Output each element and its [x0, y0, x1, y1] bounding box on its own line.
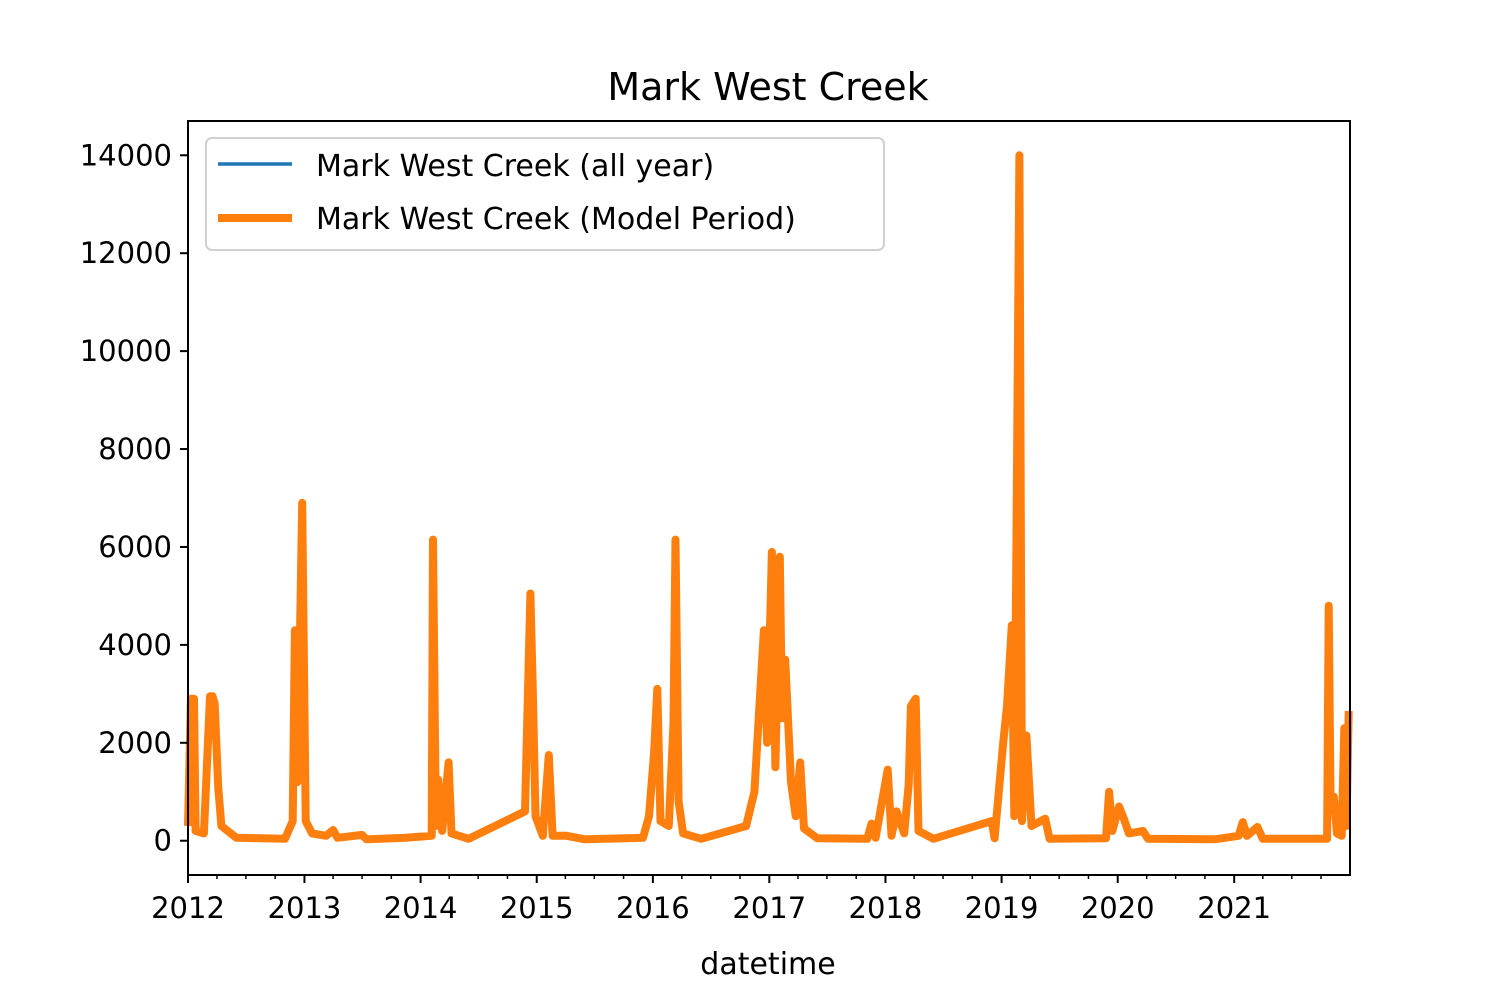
y-tick-label: 0	[154, 824, 172, 858]
x-tick-label: 2014	[384, 891, 458, 925]
legend-label-all-year: Mark West Creek (all year)	[316, 149, 714, 184]
plot-frame	[187, 120, 1351, 876]
legend-label-model-period: Mark West Creek (Model Period)	[316, 202, 796, 237]
x-tick-label: 2015	[500, 891, 574, 925]
x-tick-label: 2021	[1197, 891, 1271, 925]
x-tick-label: 2020	[1081, 891, 1155, 925]
y-tick-label: 2000	[98, 726, 172, 760]
axes-group: 0 2000 4000 6000 8000 10000 12000 14000 2012 2013…	[80, 138, 1322, 925]
y-tick-label: 4000	[98, 628, 172, 662]
y-tick-label: 12000	[80, 236, 172, 270]
x-tick-label: 2013	[268, 891, 342, 925]
x-tick-label: 2019	[965, 891, 1039, 925]
x-tick-label: 2016	[616, 891, 690, 925]
y-tick-label: 10000	[80, 334, 172, 368]
chart-title: Mark West Creek	[607, 65, 928, 109]
plot-series-group	[184, 151, 1353, 844]
y-tick-label: 14000	[80, 138, 172, 172]
y-tick-label: 8000	[98, 432, 172, 466]
x-tick-label: 2018	[849, 891, 923, 925]
legend: Mark West Creek (all year) Mark West Cre…	[205, 137, 885, 251]
series-line-model-period	[184, 151, 1353, 844]
x-tick-label: 2017	[732, 891, 806, 925]
y-tick-label: 6000	[98, 530, 172, 564]
x-axis-label: datetime	[700, 947, 835, 982]
legend-box	[205, 137, 885, 251]
x-tick-label: 2012	[151, 891, 225, 925]
